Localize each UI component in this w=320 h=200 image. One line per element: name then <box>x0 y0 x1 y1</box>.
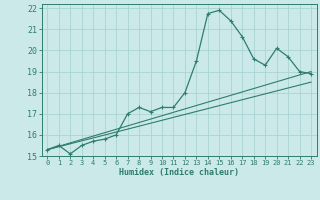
X-axis label: Humidex (Indice chaleur): Humidex (Indice chaleur) <box>119 168 239 177</box>
